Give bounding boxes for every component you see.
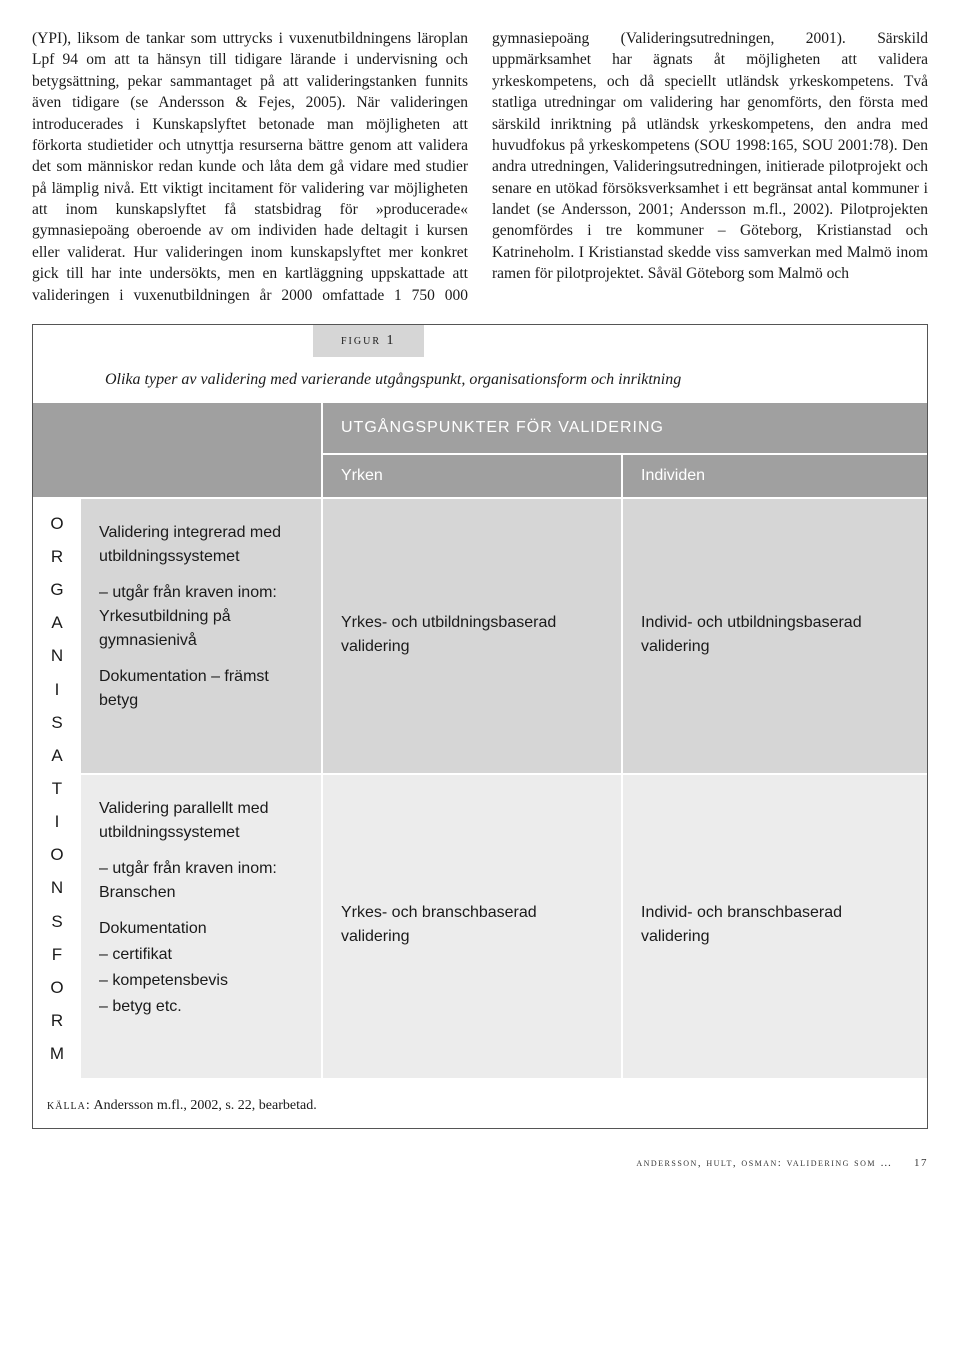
figure-caption: Olika typer av validering med varierande…: [33, 357, 927, 403]
rowB-sub2b: – certifikat: [99, 943, 303, 967]
footer-authors: andersson, hult, osman: validering som …: [636, 1157, 892, 1169]
header-top: UTGÅNGSPUNKTER FÖR VALIDERING: [323, 403, 927, 455]
page-footer: andersson, hult, osman: validering som ……: [32, 1157, 928, 1169]
rowA-right: Individ- och utbildningsbaserad valideri…: [641, 611, 909, 659]
rowA-title: Validering integrerad med utbildningssys…: [99, 521, 303, 569]
rowA-sub1: – utgår från kraven inom: Yrkesutbildnin…: [99, 581, 303, 653]
figure-source: källa: Andersson m.fl., 2002, s. 22, bea…: [33, 1098, 927, 1128]
header-yrken: Yrken: [323, 455, 623, 499]
cell-b-left: Validering parallellt med utbildningssys…: [81, 775, 323, 1079]
rowB-sub2d: – betyg etc.: [99, 995, 303, 1019]
rowB-sub1: – utgår från kraven inom: Branschen: [99, 857, 303, 905]
rowA-mid: Yrkes- och utbildningsbaserad validering: [341, 611, 603, 659]
cell-a-mid: Yrkes- och utbildningsbaserad validering: [323, 499, 623, 775]
rowB-mid: Yrkes- och branschbaserad validering: [341, 901, 603, 949]
source-label: källa:: [47, 1098, 91, 1113]
paragraph: (YPI), liksom de tankar som uttrycks i v…: [32, 28, 928, 306]
body-text: (YPI), liksom de tankar som uttrycks i v…: [32, 28, 928, 306]
header-empty: [33, 403, 323, 499]
cell-b-mid: Yrkes- och branschbaserad validering: [323, 775, 623, 1079]
rowB-right: Individ- och branschbaserad validering: [641, 901, 909, 949]
rowB-sub2a: Dokumentation: [99, 917, 303, 941]
cell-a-right: Individ- och utbildningsbaserad valideri…: [623, 499, 927, 775]
rowB-title: Validering parallellt med utbildningssys…: [99, 797, 303, 845]
figure-label: figur 1: [313, 325, 424, 357]
figure-1: figur 1 Olika typer av validering med va…: [32, 324, 928, 1129]
footer-page-number: 17: [914, 1157, 928, 1169]
rowA-sub2: Dokumentation – främst betyg: [99, 665, 303, 713]
cell-b-right: Individ- och branschbaserad validering: [623, 775, 927, 1079]
rowB-sub2c: – kompetensbevis: [99, 969, 303, 993]
header-individen: Individen: [623, 455, 927, 499]
cell-a-left: Validering integrerad med utbildningssys…: [81, 499, 323, 775]
source-text: Andersson m.fl., 2002, s. 22, bearbetad.: [91, 1098, 317, 1113]
figure-grid: UTGÅNGSPUNKTER FÖR VALIDERING Yrken Indi…: [33, 403, 927, 1078]
vertical-label: ORGANISATIONSFORM: [33, 499, 81, 1078]
